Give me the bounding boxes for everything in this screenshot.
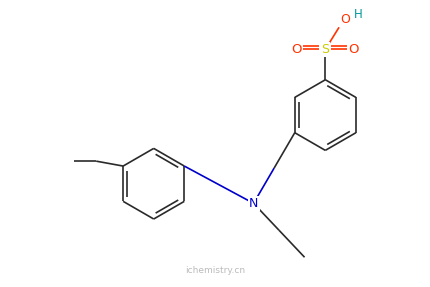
Text: N: N bbox=[248, 197, 258, 210]
Text: O: O bbox=[339, 13, 349, 26]
Text: ichemistry.cn: ichemistry.cn bbox=[184, 266, 245, 276]
Text: S: S bbox=[321, 43, 329, 56]
Text: O: O bbox=[291, 43, 301, 56]
Text: O: O bbox=[348, 43, 358, 56]
Text: H: H bbox=[353, 8, 362, 22]
